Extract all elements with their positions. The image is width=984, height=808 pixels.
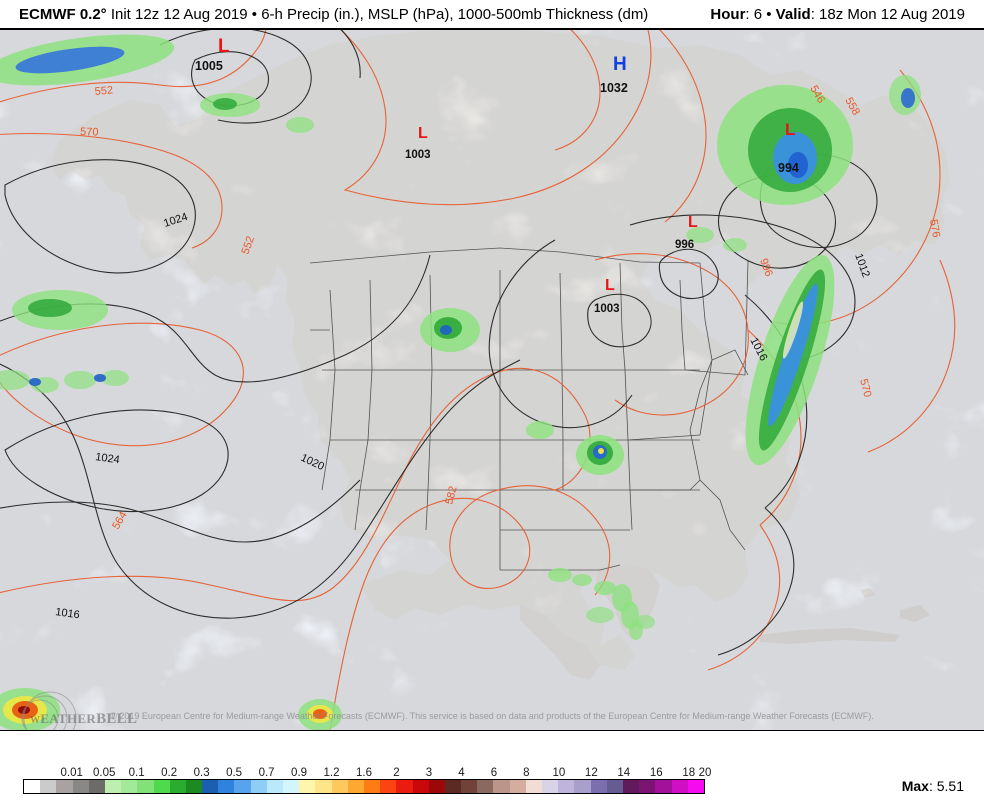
svg-text:1005: 1005 <box>195 59 223 73</box>
svg-text:L: L <box>688 214 698 231</box>
svg-text:1032: 1032 <box>600 81 628 95</box>
svg-text:570: 570 <box>80 126 99 139</box>
svg-text:996: 996 <box>675 239 694 251</box>
svg-text:1003: 1003 <box>405 149 431 161</box>
svg-text:994: 994 <box>778 161 799 175</box>
svg-text:1003: 1003 <box>594 303 620 315</box>
svg-text:L: L <box>605 277 615 294</box>
svg-text:H: H <box>613 54 627 75</box>
svg-text:L: L <box>218 36 230 57</box>
svg-text:552: 552 <box>94 84 113 98</box>
svg-text:L: L <box>418 125 428 142</box>
svg-text:L: L <box>785 120 795 139</box>
svg-text:© 2019 European Centre for Med: © 2019 European Centre for Medium-range … <box>110 711 873 721</box>
